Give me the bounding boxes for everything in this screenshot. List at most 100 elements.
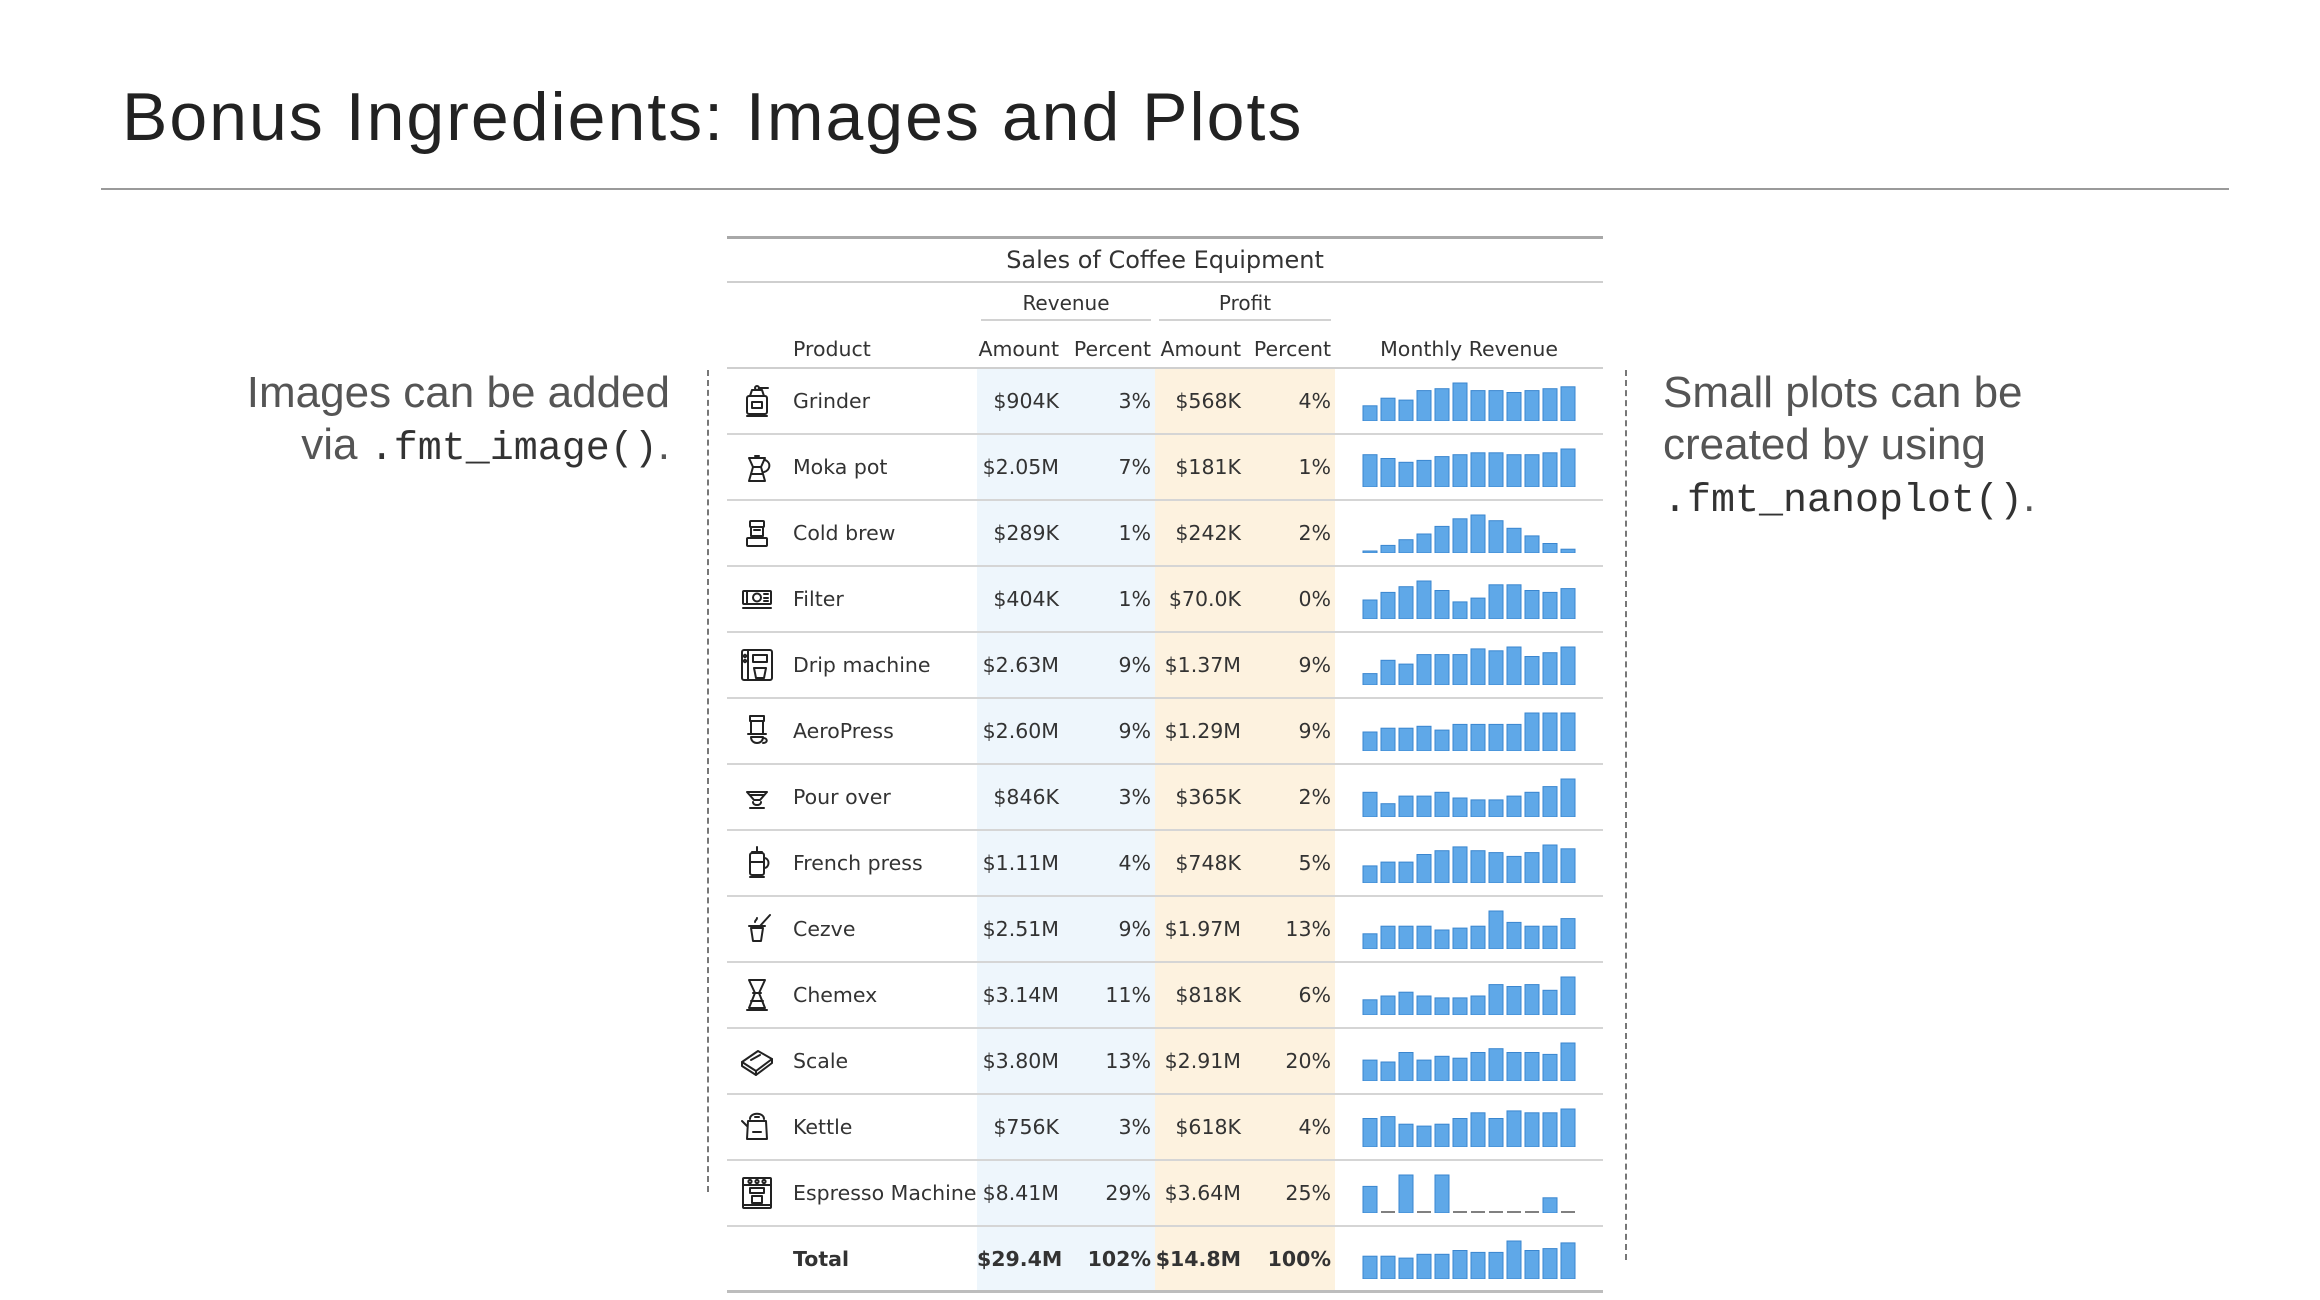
chemex-bar-10 [1524,984,1540,1015]
scale-bar-6 [1452,1057,1468,1081]
french-press-icon [749,846,770,878]
moka-pot-bar-6 [1452,454,1468,487]
cold-brew-bar-10 [1524,535,1540,553]
chemex-bar-9 [1506,986,1522,1015]
total-label: Total [787,1225,977,1293]
drip-machine-bar-3 [1398,663,1414,685]
espresso-machine-bar-11 [1542,1197,1558,1213]
french-press-bar-5 [1434,850,1450,883]
pour-over-bar-11 [1542,786,1558,817]
monthly-revenue-cell [1335,1028,1604,1095]
cezve-bar-9 [1506,921,1522,949]
cezve-icon [748,914,771,942]
product-name: Drip machine [787,632,977,699]
chemex-bar-5 [1434,997,1450,1015]
monthly-revenue-cell [1335,1094,1604,1161]
profit-amount: $181K [1155,434,1247,501]
product-image-cell [727,962,787,1029]
scale-bar-2 [1380,1061,1396,1081]
revenue-amount: $904K [977,368,1065,435]
cold-brew-icon [746,520,768,547]
pour-over-bar-5 [1434,791,1450,817]
revenue-percent: 4% [1065,830,1155,897]
kettle-bar-2 [1380,1116,1396,1147]
revenue-percent: 3% [1065,764,1155,831]
scale-bar-9 [1506,1052,1522,1081]
scale-bar-10 [1524,1052,1540,1081]
french-press-bar-11 [1542,844,1558,883]
monthly-revenue-nanoplot [1362,976,1576,1015]
french-press-bar-4 [1416,854,1432,883]
product-name: Kettle [787,1094,977,1161]
filter-icon [742,590,772,609]
pour-over-icon [746,791,768,809]
cold-brew-bar-6 [1452,518,1468,553]
chemex-bar-4 [1416,995,1432,1015]
chemex-bar-8 [1488,984,1504,1015]
product-image-cell [727,764,787,831]
right-annotation-suffix: . [2023,472,2036,521]
moka-pot-bar-9 [1506,454,1522,487]
revenue-spanner: Revenue [977,282,1155,321]
moka-pot-bar-10 [1524,454,1540,487]
revenue-percent: 7% [1065,434,1155,501]
aeropress-bar-7 [1470,723,1486,751]
grinder-bar-7 [1470,390,1486,421]
scale-bar-12 [1560,1042,1576,1081]
revenue-percent: 9% [1065,632,1155,699]
table-caption: Sales of Coffee Equipment [727,236,1604,283]
revenue-amount: $2.60M [977,698,1065,765]
cold-brew-bar-4 [1416,533,1432,553]
kettle-bar-6 [1452,1118,1468,1147]
scale-bar-5 [1434,1055,1450,1081]
moka-pot-bar-3 [1398,461,1414,487]
column-header-revenue-amount: Amount [977,321,1065,369]
total-bar-5 [1434,1253,1450,1279]
revenue-amount: $404K [977,566,1065,633]
moka-pot-bar-12 [1560,448,1576,487]
scale-bar-4 [1416,1059,1432,1081]
total-bar-9 [1506,1240,1522,1279]
monthly-revenue-cell [1335,1160,1604,1227]
revenue-amount: $8.41M [977,1160,1065,1227]
grinder-bar-11 [1542,388,1558,421]
monthly-revenue-nanoplot [1362,712,1576,751]
revenue-percent: 3% [1065,368,1155,435]
espresso-machine-icon [742,1177,772,1209]
scale-bar-1 [1362,1059,1378,1081]
cold-brew-bar-1 [1362,550,1378,553]
kettle-bar-4 [1416,1125,1432,1147]
revenue-amount: $2.05M [977,434,1065,501]
french-press-bar-6 [1452,846,1468,883]
product-name: French press [787,830,977,897]
left-annotation-line2: via .fmt_image(). [160,419,670,476]
right-annotation-line3: .fmt_nanoplot(). [1663,471,2183,528]
chemex-bar-7 [1470,995,1486,1015]
profit-amount: $748K [1155,830,1247,897]
table-row: AeroPress $2.60M 9% $1.29M 9% [727,698,1604,765]
aeropress-bar-10 [1524,712,1540,751]
revenue-amount: $1.11M [977,830,1065,897]
monthly-revenue-cell [1335,764,1604,831]
drip-machine-bar-12 [1560,646,1576,685]
chemex-bar-11 [1542,989,1558,1015]
drip-machine-bar-2 [1380,659,1396,685]
profit-percent: 20% [1247,1028,1335,1095]
monthly-revenue-cell [1335,500,1604,567]
cold-brew-bar-12 [1560,548,1576,553]
revenue-percent: 3% [1065,1094,1155,1161]
product-image-cell [727,830,787,897]
grinder-bar-8 [1488,390,1504,421]
profit-percent: 13% [1247,896,1335,963]
moka-pot-bar-4 [1416,459,1432,487]
aeropress-bar-4 [1416,725,1432,751]
filter-bar-4 [1416,580,1432,619]
monthly-revenue-cell [1335,962,1604,1029]
drip-machine-bar-10 [1524,656,1540,685]
drip-machine-bar-5 [1434,654,1450,685]
product-image-cell [727,896,787,963]
filter-bar-7 [1470,597,1486,619]
profit-amount: $70.0K [1155,566,1247,633]
espresso-machine-bar-1 [1362,1185,1378,1213]
profit-spanner: Profit [1155,282,1335,321]
